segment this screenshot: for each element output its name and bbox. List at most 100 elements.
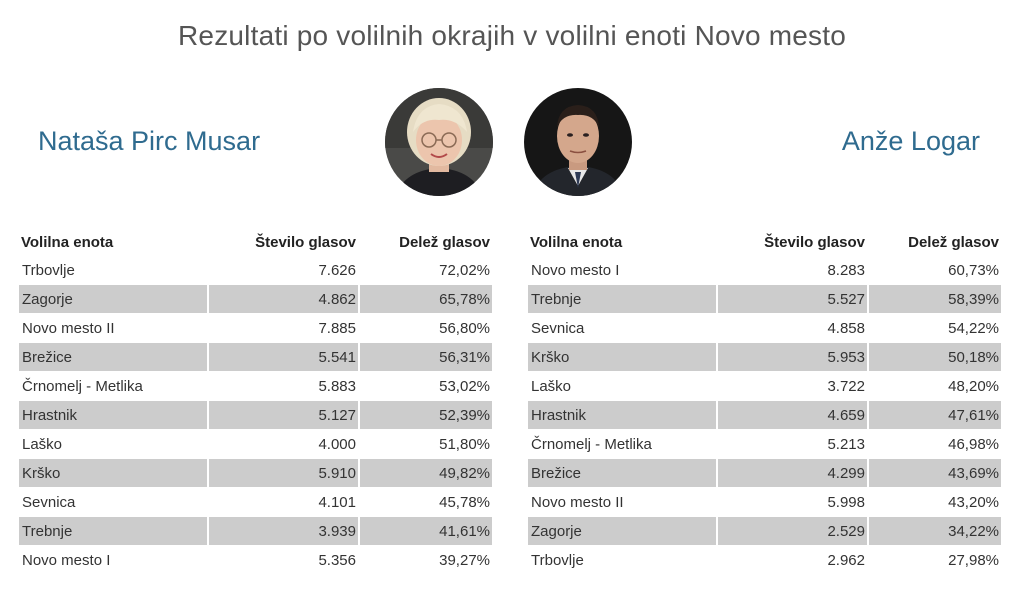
table-row: Trbovlje 7.626 72,02% xyxy=(19,256,492,284)
table-header-row: Volilna enota Število glasov Delež glaso… xyxy=(19,231,492,255)
votes-cell: 5.998 xyxy=(827,493,865,511)
district-cell: Krško xyxy=(19,459,207,487)
votes-cell: 4.862 xyxy=(209,285,358,313)
votes-cell: 8.283 xyxy=(827,261,865,279)
table-row: Krško 5.953 50,18% xyxy=(528,343,1001,371)
share-cell: 60,73% xyxy=(948,261,999,279)
table-row: Sevnica 4.101 45,78% xyxy=(19,488,492,516)
share-cell: 46,98% xyxy=(948,435,999,453)
votes-cell: 2.962 xyxy=(827,551,865,569)
district-cell: Trbovlje xyxy=(22,261,75,279)
table-row: Hrastnik 5.127 52,39% xyxy=(19,401,492,429)
header-votes: Število glasov xyxy=(255,233,356,251)
share-cell: 56,80% xyxy=(439,319,490,337)
share-cell: 51,80% xyxy=(439,435,490,453)
page-title: Rezultati po volilnih okrajih v volilni … xyxy=(178,20,846,51)
district-cell: Hrastnik xyxy=(528,401,716,429)
header-share: Delež glasov xyxy=(908,233,999,251)
table-row: Krško 5.910 49,82% xyxy=(19,459,492,487)
share-cell: 52,39% xyxy=(360,401,492,429)
votes-cell: 4.858 xyxy=(827,319,865,337)
share-cell: 47,61% xyxy=(869,401,1001,429)
table-row: Novo mesto II 5.998 43,20% xyxy=(528,488,1001,516)
votes-cell: 5.883 xyxy=(318,377,356,395)
district-cell: Trebnje xyxy=(528,285,716,313)
district-cell: Zagorje xyxy=(19,285,207,313)
share-cell: 43,69% xyxy=(869,459,1001,487)
votes-cell: 5.356 xyxy=(318,551,356,569)
table-row: Črnomelj - Metlika 5.883 53,02% xyxy=(19,372,492,400)
woman-portrait-icon xyxy=(385,88,493,196)
right-results-table: Volilna enota Število glasov Delež glaso… xyxy=(526,230,1003,575)
district-cell: Trbovlje xyxy=(531,551,584,569)
candidate-left-name: Nataša Pirc Musar xyxy=(38,126,261,156)
share-cell: 34,22% xyxy=(869,517,1001,545)
table-row: Sevnica 4.858 54,22% xyxy=(528,314,1001,342)
district-cell: Novo mesto II xyxy=(22,319,115,337)
candidate-right-name: Anže Logar xyxy=(841,126,980,156)
share-cell: 27,98% xyxy=(948,551,999,569)
share-cell: 43,20% xyxy=(948,493,999,511)
share-cell: 45,78% xyxy=(439,493,490,511)
votes-cell: 3.939 xyxy=(209,517,358,545)
table-row: Zagorje 2.529 34,22% xyxy=(528,517,1001,545)
district-cell: Sevnica xyxy=(22,493,76,511)
table-row: Laško 3.722 48,20% xyxy=(528,372,1001,400)
left-results-table: Volilna enota Število glasov Delež glaso… xyxy=(17,230,494,575)
share-cell: 53,02% xyxy=(439,377,490,395)
votes-cell: 3.722 xyxy=(827,377,865,395)
votes-cell: 4.000 xyxy=(318,435,356,453)
district-cell: Laško xyxy=(22,435,63,453)
district-cell: Novo mesto I xyxy=(531,261,620,279)
district-cell: Laško xyxy=(531,377,572,395)
votes-cell: 4.659 xyxy=(718,401,867,429)
district-cell: Brežice xyxy=(528,459,716,487)
votes-cell: 5.527 xyxy=(718,285,867,313)
share-cell: 65,78% xyxy=(360,285,492,313)
share-cell: 72,02% xyxy=(439,261,490,279)
table-row: Trbovlje 2.962 27,98% xyxy=(528,546,1001,574)
share-cell: 58,39% xyxy=(869,285,1001,313)
district-cell: Trebnje xyxy=(19,517,207,545)
table-row: Trebnje 5.527 58,39% xyxy=(528,285,1001,313)
share-cell: 41,61% xyxy=(360,517,492,545)
votes-cell: 7.885 xyxy=(318,319,356,337)
header-district: Volilna enota xyxy=(21,233,114,251)
district-cell: Brežice xyxy=(19,343,207,371)
share-cell: 39,27% xyxy=(439,551,490,569)
header-share: Delež glasov xyxy=(399,233,490,251)
votes-cell: 5.953 xyxy=(718,343,867,371)
votes-cell: 5.127 xyxy=(209,401,358,429)
table-header-row: Volilna enota Število glasov Delež glaso… xyxy=(528,231,1001,255)
share-cell: 48,20% xyxy=(948,377,999,395)
votes-cell: 4.101 xyxy=(318,493,356,511)
table-row: Hrastnik 4.659 47,61% xyxy=(528,401,1001,429)
district-cell: Novo mesto I xyxy=(22,551,111,569)
votes-cell: 7.626 xyxy=(318,261,356,279)
votes-cell: 2.529 xyxy=(718,517,867,545)
table-row: Črnomelj - Metlika 5.213 46,98% xyxy=(528,430,1001,458)
table-row: Novo mesto II 7.885 56,80% xyxy=(19,314,492,342)
district-cell: Zagorje xyxy=(528,517,716,545)
table-row: Zagorje 4.862 65,78% xyxy=(19,285,492,313)
table-row: Brežice 5.541 56,31% xyxy=(19,343,492,371)
votes-cell: 4.299 xyxy=(718,459,867,487)
table-row: Laško 4.000 51,80% xyxy=(19,430,492,458)
share-cell: 54,22% xyxy=(948,319,999,337)
district-cell: Sevnica xyxy=(531,319,585,337)
votes-cell: 5.910 xyxy=(209,459,358,487)
header-votes: Število glasov xyxy=(764,233,865,251)
header-district: Volilna enota xyxy=(530,233,623,251)
table-row: Trebnje 3.939 41,61% xyxy=(19,517,492,545)
district-cell: Novo mesto II xyxy=(531,493,624,511)
table-row: Novo mesto I 8.283 60,73% xyxy=(528,256,1001,284)
district-cell: Črnomelj - Metlika xyxy=(22,377,143,395)
district-cell: Krško xyxy=(528,343,716,371)
table-row: Novo mesto I 5.356 39,27% xyxy=(19,546,492,574)
share-cell: 50,18% xyxy=(869,343,1001,371)
table-row: Brežice 4.299 43,69% xyxy=(528,459,1001,487)
district-cell: Črnomelj - Metlika xyxy=(531,435,652,453)
district-cell: Hrastnik xyxy=(19,401,207,429)
man-portrait-icon xyxy=(524,88,632,196)
votes-cell: 5.541 xyxy=(209,343,358,371)
